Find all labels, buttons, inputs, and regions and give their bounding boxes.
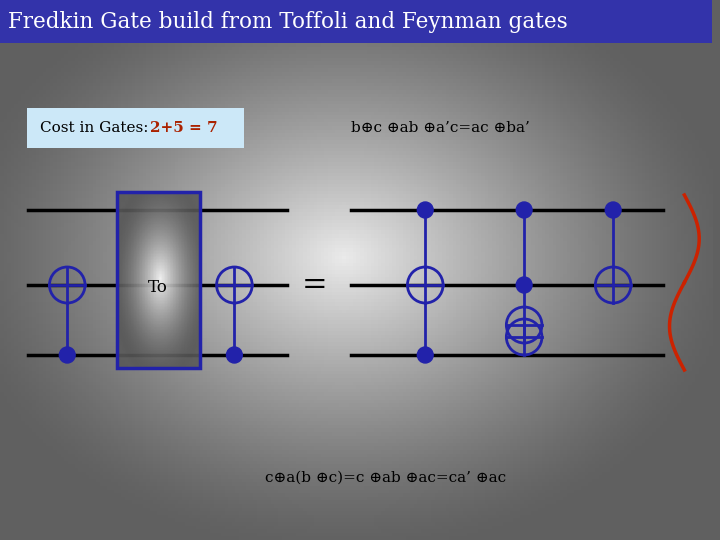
Circle shape	[59, 347, 75, 363]
Text: b⊕c ⊕ab ⊕a’c=ac ⊕ba’: b⊕c ⊕ab ⊕a’c=ac ⊕ba’	[351, 121, 530, 135]
Bar	[0, 0, 712, 43]
Circle shape	[418, 347, 433, 363]
Bar	[117, 192, 199, 368]
Text: 2+5 = 7: 2+5 = 7	[150, 121, 218, 135]
Circle shape	[606, 202, 621, 218]
FancyBboxPatch shape	[27, 108, 244, 148]
Circle shape	[227, 347, 243, 363]
Text: Cost in Gates:: Cost in Gates:	[40, 121, 158, 135]
Text: c⊕a(b ⊕c)=c ⊕ab ⊕ac=ca’ ⊕ac: c⊕a(b ⊕c)=c ⊕ab ⊕ac=ca’ ⊕ac	[265, 471, 506, 485]
Text: To: To	[148, 280, 168, 296]
Text: Fredkin Gate build from Toffoli and Feynman gates: Fredkin Gate build from Toffoli and Feyn…	[8, 11, 567, 33]
Circle shape	[516, 277, 532, 293]
Circle shape	[418, 202, 433, 218]
Circle shape	[516, 202, 532, 218]
Text: =: =	[302, 269, 328, 300]
